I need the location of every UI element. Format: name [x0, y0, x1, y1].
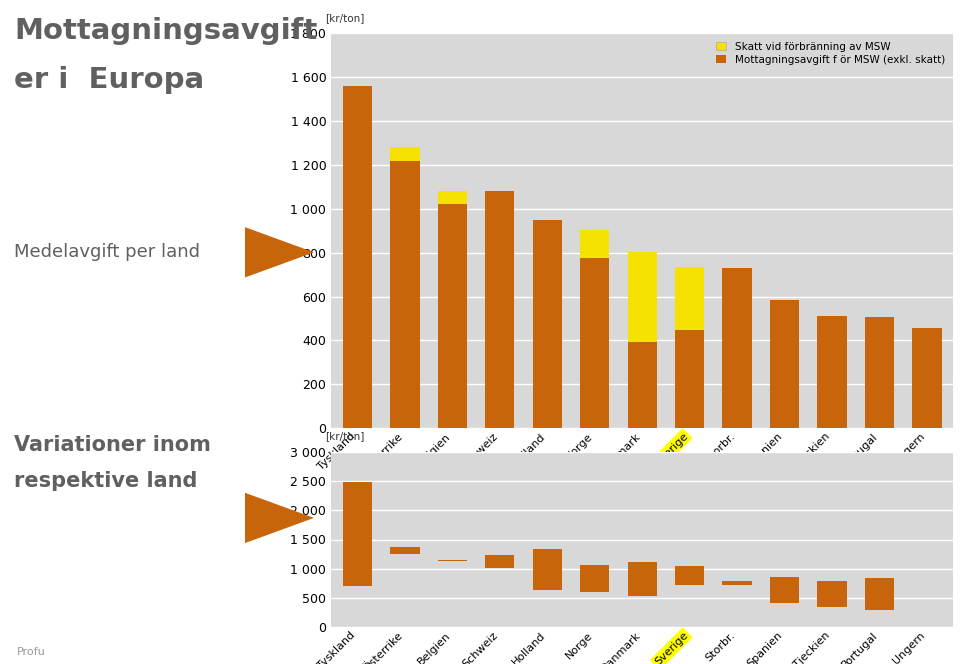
Bar [485, 191, 515, 428]
Bar [818, 581, 847, 607]
Bar [628, 562, 657, 596]
Bar [485, 554, 515, 568]
Bar [723, 581, 752, 585]
Bar [580, 565, 610, 592]
Bar [865, 578, 895, 610]
Bar [865, 317, 895, 428]
Bar [390, 147, 420, 161]
Polygon shape [245, 493, 314, 543]
Bar [770, 577, 800, 603]
Bar [438, 560, 467, 561]
Bar [675, 566, 705, 585]
Bar [723, 268, 752, 428]
Bar [390, 161, 420, 428]
Bar [533, 220, 562, 428]
Text: [kr/ton]: [kr/ton] [325, 13, 365, 23]
Bar [390, 546, 420, 554]
Legend: Skatt vid förbränning av MSW, Mottagningsavgift f ör MSW (exkl. skatt): Skatt vid förbränning av MSW, Mottagning… [713, 39, 948, 68]
Text: respektive land: respektive land [14, 471, 198, 491]
Bar [770, 300, 800, 428]
Bar [912, 329, 942, 428]
Text: Medelavgift per land: Medelavgift per land [14, 243, 201, 262]
Bar [628, 341, 657, 428]
Text: Mottagningsavgift: Mottagningsavgift [14, 17, 318, 44]
Bar [438, 191, 467, 205]
Bar [533, 550, 562, 590]
Bar [580, 230, 610, 258]
Text: Variationer inom: Variationer inom [14, 435, 211, 455]
Bar [675, 329, 705, 428]
Text: er i  Europa: er i Europa [14, 66, 204, 94]
Bar [343, 86, 372, 428]
Text: Profu: Profu [17, 647, 46, 657]
Bar [580, 258, 610, 428]
Polygon shape [245, 227, 314, 278]
Bar [818, 316, 847, 428]
Bar [343, 482, 372, 586]
Bar [628, 252, 657, 341]
Bar [675, 267, 705, 329]
Text: [kr/ton]: [kr/ton] [325, 431, 365, 441]
Bar [438, 205, 467, 428]
